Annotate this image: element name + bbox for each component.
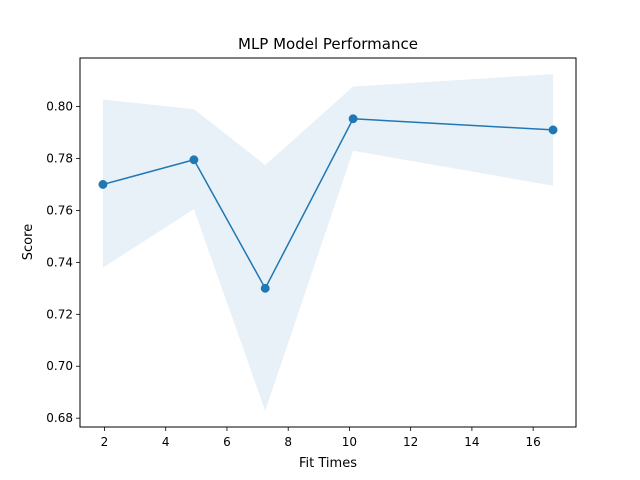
y-tick-label: 0.78 (46, 151, 73, 165)
x-tick-label: 14 (464, 435, 479, 449)
data-point (348, 114, 358, 124)
data-point (260, 283, 270, 293)
y-axis-label: Score (21, 224, 36, 260)
x-tick-label: 12 (403, 435, 418, 449)
x-tick-label: 8 (284, 435, 292, 449)
x-tick-label: 4 (162, 435, 170, 449)
y-tick-label: 0.74 (46, 255, 73, 269)
chart-title: MLP Model Performance (238, 35, 418, 53)
plot-frame (79, 57, 577, 428)
y-tick-label: 0.76 (46, 203, 73, 217)
y-tick-label: 0.72 (46, 307, 73, 321)
y-tick-label: 0.68 (46, 411, 73, 425)
x-axis-label: Fit Times (299, 456, 357, 471)
x-tick-label: 16 (525, 435, 540, 449)
y-tick-label: 0.80 (46, 100, 73, 114)
data-point (98, 180, 108, 189)
x-tick-label: 10 (342, 435, 357, 449)
x-tick-label: 2 (101, 435, 109, 449)
confidence-band (102, 74, 554, 411)
data-point (189, 155, 199, 165)
x-tick-label: 6 (223, 435, 231, 449)
y-tick-label: 0.70 (46, 359, 73, 373)
data-point (548, 125, 558, 135)
